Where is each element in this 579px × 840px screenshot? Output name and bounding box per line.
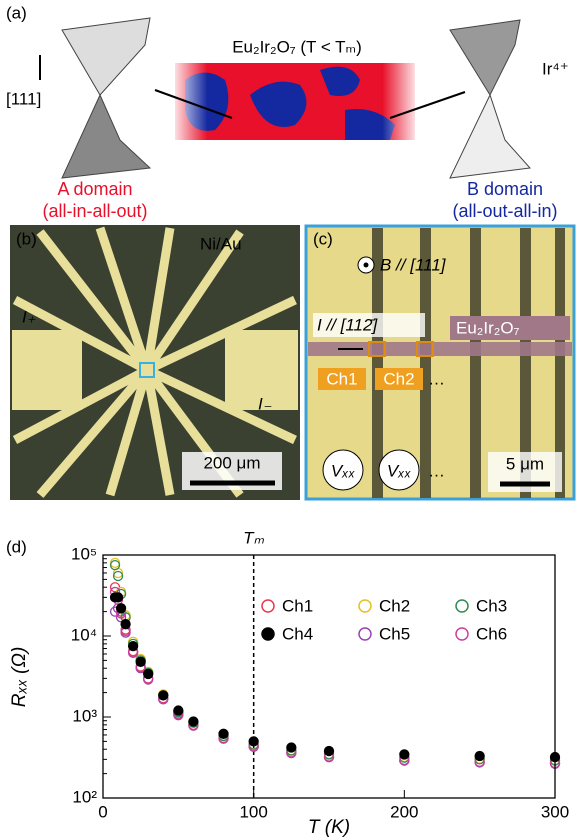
tetrahedron — [62, 95, 150, 178]
panel-label: (c) — [313, 229, 333, 248]
x-tick-label: 100 — [239, 802, 267, 821]
material: Eu₂Ir₂O₇ — [456, 318, 520, 337]
tetrahedron — [450, 20, 520, 95]
point — [325, 747, 334, 756]
y-axis-label: Rₓₓ (Ω) — [9, 647, 30, 708]
legend-label: Ch4 — [282, 624, 313, 643]
voltage: Vₓₓ — [331, 461, 356, 480]
point — [287, 743, 296, 752]
channel: Ch2 — [383, 369, 414, 388]
domain-a-note: (all-in-all-out) — [42, 201, 147, 221]
series — [111, 593, 560, 762]
point — [219, 729, 228, 738]
point — [129, 642, 138, 651]
point — [114, 593, 123, 602]
x-tick-label: 0 — [98, 802, 107, 821]
domain-b-note: (all-out-all-in) — [452, 201, 557, 221]
point — [121, 620, 130, 629]
point — [174, 706, 183, 715]
point — [249, 737, 258, 746]
y-tick-label: 10⁵ — [71, 544, 97, 563]
legend-marker — [262, 600, 274, 612]
point — [400, 750, 409, 759]
legend-label: Ch5 — [379, 624, 410, 643]
y-tick-label: 10² — [72, 787, 97, 806]
point — [117, 604, 126, 613]
point — [144, 669, 153, 678]
current-out: I₋ — [258, 394, 272, 413]
annotation: Tₘ — [243, 528, 264, 547]
point — [136, 657, 145, 666]
direction: [111] — [6, 89, 41, 108]
tetrahedron — [62, 18, 150, 95]
series — [111, 558, 560, 764]
tetrahedron — [450, 95, 530, 178]
legend-marker — [359, 628, 371, 640]
channel: Ch1 — [326, 369, 357, 388]
y-tick-label: 10⁴ — [71, 625, 97, 644]
fade — [170, 60, 420, 143]
x-tick-label: 200 — [390, 802, 418, 821]
point — [159, 691, 168, 700]
voltage: Vₓₓ — [387, 461, 412, 480]
series — [111, 561, 560, 765]
legend-marker — [456, 628, 468, 640]
panel-label: (b) — [16, 229, 37, 248]
field: B // [111] — [380, 255, 447, 274]
current-in: I₊ — [22, 307, 36, 326]
current: I // [112̄] — [317, 315, 378, 334]
ellipsis: … — [428, 369, 445, 388]
panel-c: (c) B // [111] I // [112̄] Eu₂Ir₂O₇ Ch1 … — [306, 226, 574, 499]
panel-b: (b) Ni/Au I₊ I₋ 200 μm — [10, 225, 300, 500]
x-axis-label: T (K) — [308, 817, 350, 838]
panel-label: (d) — [6, 537, 27, 556]
legend-label: Ch3 — [476, 596, 507, 615]
scale-label: 200 μm — [203, 453, 260, 472]
legend-marker — [359, 600, 371, 612]
figure: (a) Eu₂Ir₂O₇ (T < Tₘ) [111] Ir⁴⁺ A domai… — [0, 0, 579, 840]
legend-marker — [262, 628, 274, 640]
ellipsis: … — [428, 461, 445, 480]
scale-label: 5 μm — [506, 454, 544, 473]
domain-a: A domain — [57, 179, 132, 199]
legend-label: Ch2 — [379, 596, 410, 615]
legend-marker — [456, 600, 468, 612]
panel-label: (a) — [6, 3, 27, 22]
point — [475, 752, 484, 761]
y-tick-label: 10³ — [72, 706, 97, 725]
x-tick-label: 300 — [541, 802, 569, 821]
legend-label: Ch1 — [282, 596, 313, 615]
point — [189, 717, 198, 726]
ion: Ir⁴⁺ — [542, 59, 569, 78]
panel-a: (a) Eu₂Ir₂O₇ (T < Tₘ) [111] Ir⁴⁺ A domai… — [6, 3, 569, 220]
domain-b: B domain — [467, 179, 543, 199]
material: Eu₂Ir₂O₇ (T < Tₘ) — [232, 37, 362, 56]
legend-label: Ch6 — [476, 624, 507, 643]
metal: Ni/Au — [200, 234, 242, 253]
